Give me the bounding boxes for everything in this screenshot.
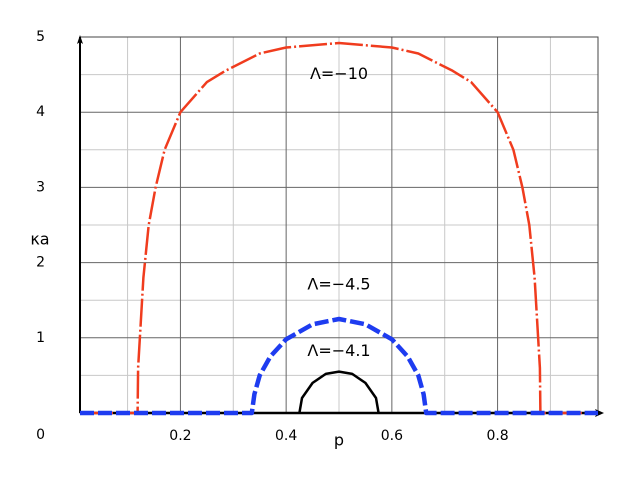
y-tick-label: 1 [36,330,45,346]
x-tick-label: 0.2 [169,428,191,444]
series-line [80,41,598,415]
annotation: Λ=−4.5 [307,275,370,294]
y-tick-label: 4 [36,104,45,120]
y-tick-label: 3 [36,179,45,195]
series-line [298,370,380,414]
x-tick-label: 0.4 [275,428,297,444]
y-tick-label: 0 [36,427,45,443]
x-axis-label: p [334,431,344,450]
y-tick-label: 5 [36,29,45,45]
y-axis-arrow [77,35,83,44]
annotation: Λ=−4.1 [307,341,370,360]
x-tick-label: 0.6 [381,428,403,444]
annotation: Λ=−10 [310,64,368,83]
y-axis-label: κa [30,230,49,249]
series-line [80,316,598,416]
x-tick-label: 0.8 [486,428,508,444]
y-tick-label: 2 [36,255,45,271]
